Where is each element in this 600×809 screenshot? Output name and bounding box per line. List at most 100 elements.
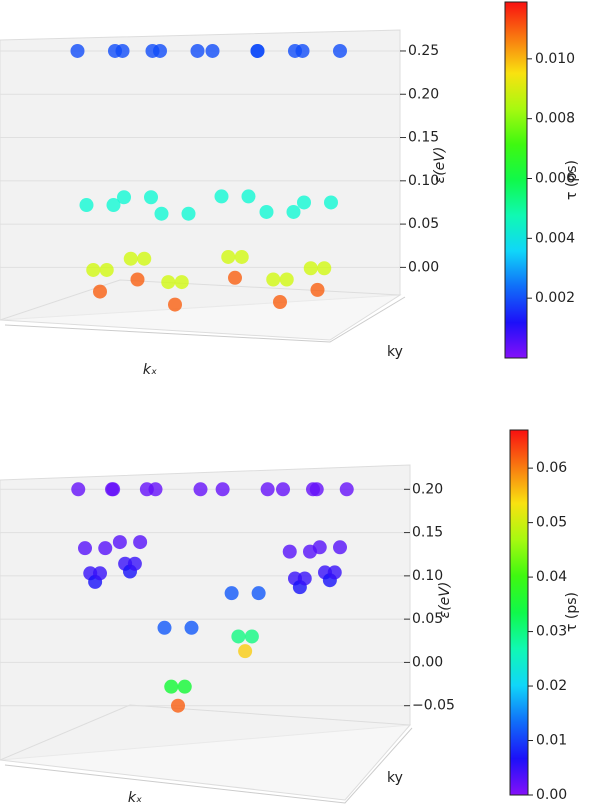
z-tick-label: 0.10 xyxy=(408,173,439,189)
point xyxy=(234,249,249,264)
point xyxy=(145,43,160,58)
point xyxy=(130,272,145,287)
z-tick-label: 0.25 xyxy=(408,43,439,59)
point xyxy=(71,482,86,497)
point xyxy=(161,275,176,290)
z-tick-label: 0.15 xyxy=(408,130,439,146)
axis-edge xyxy=(4,727,413,804)
point xyxy=(123,251,138,266)
z-axis-label: ε(eV) xyxy=(437,582,453,619)
point xyxy=(99,262,114,277)
point xyxy=(250,43,265,58)
colorbar-tick-label: 0.01 xyxy=(536,733,567,749)
point xyxy=(279,272,294,287)
point xyxy=(297,195,311,210)
point xyxy=(79,198,94,213)
point xyxy=(310,282,325,297)
colorbar-tick-label: 0.010 xyxy=(535,51,575,67)
point xyxy=(327,565,342,580)
point xyxy=(164,679,179,694)
point xyxy=(303,261,318,276)
point xyxy=(177,679,192,694)
z-axis-label: ε(eV) xyxy=(432,147,448,184)
point xyxy=(70,43,85,58)
point xyxy=(144,190,158,205)
point xyxy=(282,544,297,559)
point xyxy=(148,482,163,497)
point xyxy=(157,620,172,635)
z-tick-label: 0.05 xyxy=(408,216,439,232)
point xyxy=(127,556,142,571)
colorbar-tick-label: 0.002 xyxy=(535,290,575,306)
point xyxy=(251,586,266,601)
colorbar xyxy=(509,429,529,796)
colorbar-tick-label: 0.04 xyxy=(536,569,567,585)
point xyxy=(317,261,332,276)
point xyxy=(297,571,312,586)
point xyxy=(215,482,230,497)
point xyxy=(273,295,287,309)
point xyxy=(78,541,92,556)
point xyxy=(174,275,189,290)
point xyxy=(221,249,236,264)
y-axis-label: ky xyxy=(387,770,403,786)
z-tick-label: 0.00 xyxy=(412,654,443,670)
point xyxy=(106,198,121,213)
point xyxy=(168,297,182,312)
point xyxy=(171,698,185,713)
axes-box xyxy=(0,29,413,804)
axis-edge xyxy=(4,296,406,343)
colorbar-label: τ (ps) xyxy=(564,160,580,200)
point xyxy=(86,262,101,277)
point xyxy=(93,566,107,581)
z-tick-label: 0.20 xyxy=(412,481,443,497)
point xyxy=(224,586,239,601)
x-axis-label: kₓ xyxy=(128,790,142,806)
point xyxy=(266,272,281,287)
point xyxy=(133,535,148,550)
colorbar-tick-label: 0.02 xyxy=(536,678,567,694)
point xyxy=(190,43,205,58)
point xyxy=(288,43,302,58)
point xyxy=(117,190,131,205)
back-pane xyxy=(0,29,401,321)
colorbar-tick-label: 0.006 xyxy=(535,171,575,187)
point xyxy=(205,43,220,58)
point xyxy=(154,206,169,221)
colorbar-label: τ (ps) xyxy=(564,592,580,632)
point xyxy=(276,482,290,497)
point xyxy=(244,629,259,644)
z-tick-label: 0.20 xyxy=(408,86,439,102)
colorbar-tick-label: 0.05 xyxy=(536,515,567,531)
point xyxy=(259,204,274,219)
point xyxy=(260,482,275,497)
colorbar-tick-label: 0.008 xyxy=(535,111,575,127)
point xyxy=(98,541,113,556)
z-tick-label: 0.05 xyxy=(412,611,443,627)
point xyxy=(286,204,301,219)
y-axis-label: ky xyxy=(387,344,403,360)
x-axis-label: kₓ xyxy=(143,362,157,378)
point xyxy=(306,482,320,497)
point xyxy=(106,482,121,497)
colorbar-tick-label: 0.06 xyxy=(536,460,567,476)
point xyxy=(312,540,327,555)
point xyxy=(214,189,229,204)
point xyxy=(108,43,122,58)
point xyxy=(228,270,242,285)
point xyxy=(333,540,347,555)
colorbar-tick-label: 0.00 xyxy=(536,787,567,803)
point xyxy=(238,644,253,659)
point xyxy=(181,206,196,221)
point xyxy=(231,629,246,644)
point xyxy=(112,535,127,550)
point xyxy=(193,482,208,497)
z-tick-label: 0.10 xyxy=(412,568,443,584)
floor-pane xyxy=(0,704,412,801)
colorbar xyxy=(504,1,528,359)
z-tick-label: −0.05 xyxy=(412,698,455,714)
point xyxy=(184,620,199,635)
point xyxy=(93,284,107,299)
point xyxy=(333,43,347,58)
